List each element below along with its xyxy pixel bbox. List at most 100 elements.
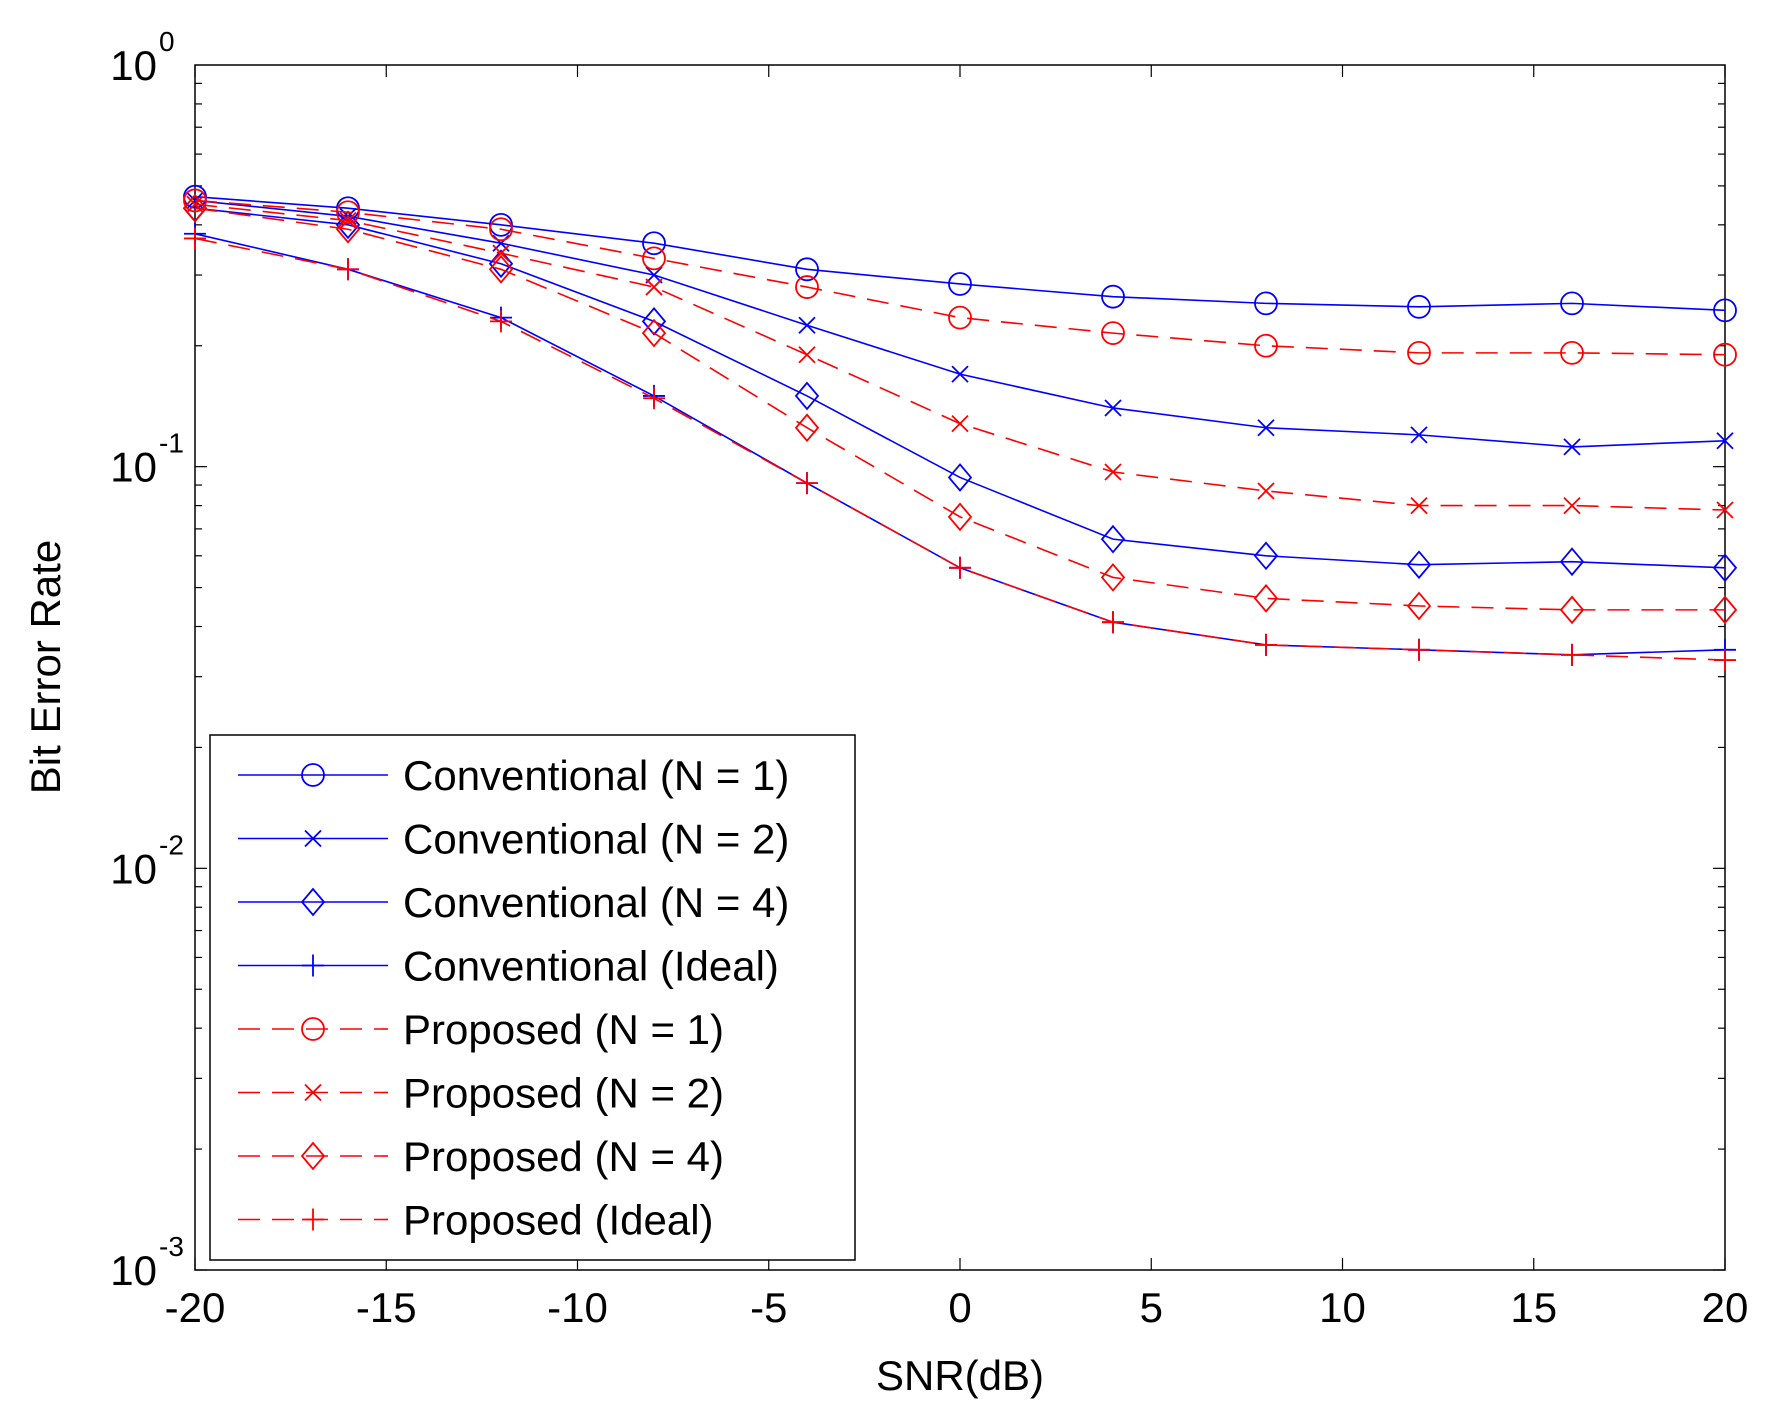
data-point [1257, 482, 1275, 500]
data-point [642, 231, 666, 256]
legend-label: Conventional (N = 2) [403, 816, 789, 863]
series-7 [184, 227, 1736, 672]
series-line [194, 207, 1725, 611]
data-point [1100, 563, 1126, 592]
data-point [1563, 496, 1581, 515]
data-point [1716, 432, 1734, 450]
data-point [1407, 340, 1431, 365]
data-point [1253, 583, 1279, 613]
data-point [1101, 284, 1125, 309]
data-point [1255, 633, 1277, 656]
data-point [1560, 291, 1584, 316]
series-layer [182, 184, 1738, 672]
data-point [1254, 333, 1278, 358]
data-point [1563, 438, 1581, 456]
legend-entry: Proposed (Ideal) [238, 1197, 714, 1244]
legend-label: Proposed (Ideal) [403, 1197, 714, 1244]
data-point [1712, 553, 1738, 583]
y-tick-base: 10 [110, 42, 157, 89]
data-point [645, 266, 663, 284]
x-tick-label: -20 [165, 1284, 226, 1331]
legend-entry: Proposed (N = 1) [238, 1006, 724, 1053]
data-point [1410, 426, 1428, 444]
data-point [490, 310, 512, 333]
data-point [795, 257, 819, 282]
x-tick-label: 5 [1140, 1284, 1163, 1331]
y-tick-label: 100 [110, 26, 174, 89]
data-point [949, 556, 971, 579]
data-point [489, 217, 513, 242]
legend-entry: Conventional (N = 2) [238, 816, 789, 863]
y-tick-exponent: -2 [159, 829, 184, 860]
data-point [1408, 638, 1430, 661]
legend-marker [302, 1208, 324, 1231]
data-point [796, 472, 818, 495]
legend-entry: Conventional (Ideal) [238, 943, 779, 990]
legend-entry: Proposed (N = 4) [238, 1133, 724, 1180]
data-point [645, 278, 663, 296]
legend-entry: Conventional (N = 4) [238, 879, 789, 926]
data-point [1407, 294, 1431, 319]
legend-label: Conventional (N = 4) [403, 879, 789, 926]
data-point [794, 381, 820, 411]
y-tick-label: 10-3 [110, 1231, 184, 1294]
data-point [641, 306, 667, 336]
data-point [1406, 550, 1432, 580]
legend: Conventional (N = 1) Conventional (N = 2)… [209, 734, 856, 1261]
data-point [951, 365, 969, 383]
y-tick-base: 10 [110, 845, 157, 892]
y-tick-exponent: -3 [159, 1231, 184, 1262]
x-tick-label: -5 [750, 1284, 787, 1331]
data-point [1406, 591, 1432, 621]
data-point [1257, 419, 1275, 437]
y-tick-base: 10 [110, 1247, 157, 1294]
series-line [194, 199, 1726, 356]
data-point [1714, 649, 1736, 672]
data-point [184, 227, 206, 250]
data-point [1102, 611, 1124, 634]
data-point [1254, 291, 1278, 316]
series-line [194, 207, 1726, 569]
data-point [337, 258, 359, 281]
data-point [335, 214, 361, 244]
data-point [488, 254, 514, 284]
legend-marker [300, 1141, 326, 1171]
data-point [1559, 595, 1585, 625]
data-point [339, 211, 357, 230]
data-point [1712, 595, 1738, 625]
legend-marker [300, 887, 326, 917]
legend-entry: Conventional (N = 1) [238, 752, 789, 799]
data-point [183, 188, 207, 213]
data-point [948, 305, 972, 330]
data-point [1410, 496, 1428, 515]
legend-marker [302, 954, 324, 977]
legend-box [209, 734, 856, 1261]
data-point [951, 414, 969, 433]
series-5 [186, 195, 1734, 519]
legend-label: Proposed (N = 4) [403, 1133, 724, 1180]
x-tick-labels: -20 -15 -10 -5 0 5 10 15 20 [165, 1284, 1749, 1331]
data-point [1100, 524, 1126, 554]
data-point [1104, 463, 1122, 481]
x-axis-title: SNR(dB) [876, 1352, 1044, 1399]
y-tick-exponent: 0 [159, 26, 175, 57]
data-point [1559, 547, 1585, 577]
data-point [1101, 321, 1125, 346]
data-point [794, 413, 820, 443]
y-tick-label: 10-1 [110, 428, 184, 491]
legend-label: Proposed (N = 2) [403, 1070, 724, 1117]
legend-marker [301, 1017, 325, 1041]
x-tick-label: -10 [547, 1284, 608, 1331]
data-point [1713, 298, 1737, 323]
legend-marker [304, 1083, 322, 1102]
x-tick-label: 0 [948, 1284, 971, 1331]
data-point [182, 193, 208, 223]
legend-marker [301, 763, 325, 787]
y-tick-exponent: -1 [159, 428, 184, 459]
data-point [948, 272, 972, 296]
y-tick-label: 10-2 [110, 829, 184, 892]
data-point [1561, 643, 1583, 666]
y-tick-base: 10 [110, 444, 157, 491]
